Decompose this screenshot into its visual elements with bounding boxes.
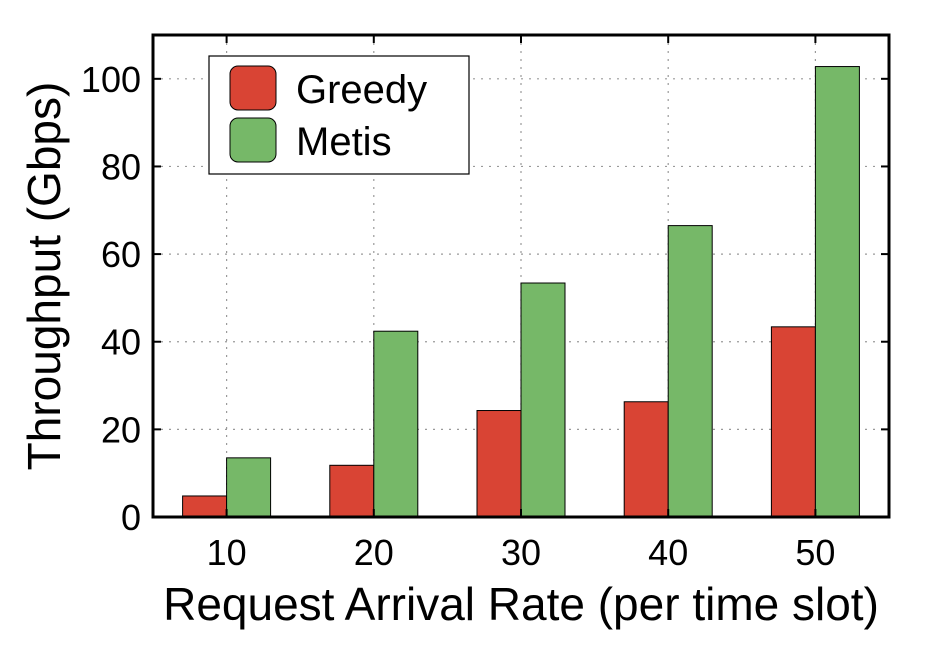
x-tick-label: 40 (648, 532, 688, 573)
legend-label-greedy: Greedy (296, 68, 427, 112)
legend-label-metis: Metis (296, 120, 392, 164)
bar-metis (667, 225, 713, 518)
y-axis-label: Throughput (Gbps) (18, 82, 70, 471)
bar-greedy (182, 495, 228, 518)
y-tick-label: 60 (101, 234, 141, 275)
bars (182, 66, 860, 518)
axis-ticks: 0 20 40 60 80 100 10 20 30 40 50 (81, 35, 889, 573)
legend: Greedy Metis (208, 55, 470, 175)
bar-greedy (329, 464, 375, 518)
x-tick-label: 20 (354, 532, 394, 573)
bar-metis (373, 330, 419, 518)
x-axis-label: Request Arrival Rate (per time slot) (163, 578, 879, 630)
y-tick-label: 0 (121, 497, 141, 538)
y-tick-label: 80 (101, 146, 141, 187)
bar-metis (226, 457, 272, 518)
bar-greedy (770, 326, 816, 518)
x-tick-label: 10 (207, 532, 247, 573)
x-tick-label: 30 (501, 532, 541, 573)
bar-greedy (623, 401, 669, 518)
legend-swatch-metis (229, 117, 277, 163)
legend-swatch-greedy (229, 65, 277, 111)
y-tick-label: 100 (81, 59, 141, 100)
y-tick-label: 20 (101, 409, 141, 450)
bar-greedy (476, 410, 522, 518)
bar-metis (520, 282, 566, 518)
y-tick-label: 40 (101, 322, 141, 363)
bar-metis (814, 66, 860, 518)
x-tick-label: 50 (795, 532, 835, 573)
